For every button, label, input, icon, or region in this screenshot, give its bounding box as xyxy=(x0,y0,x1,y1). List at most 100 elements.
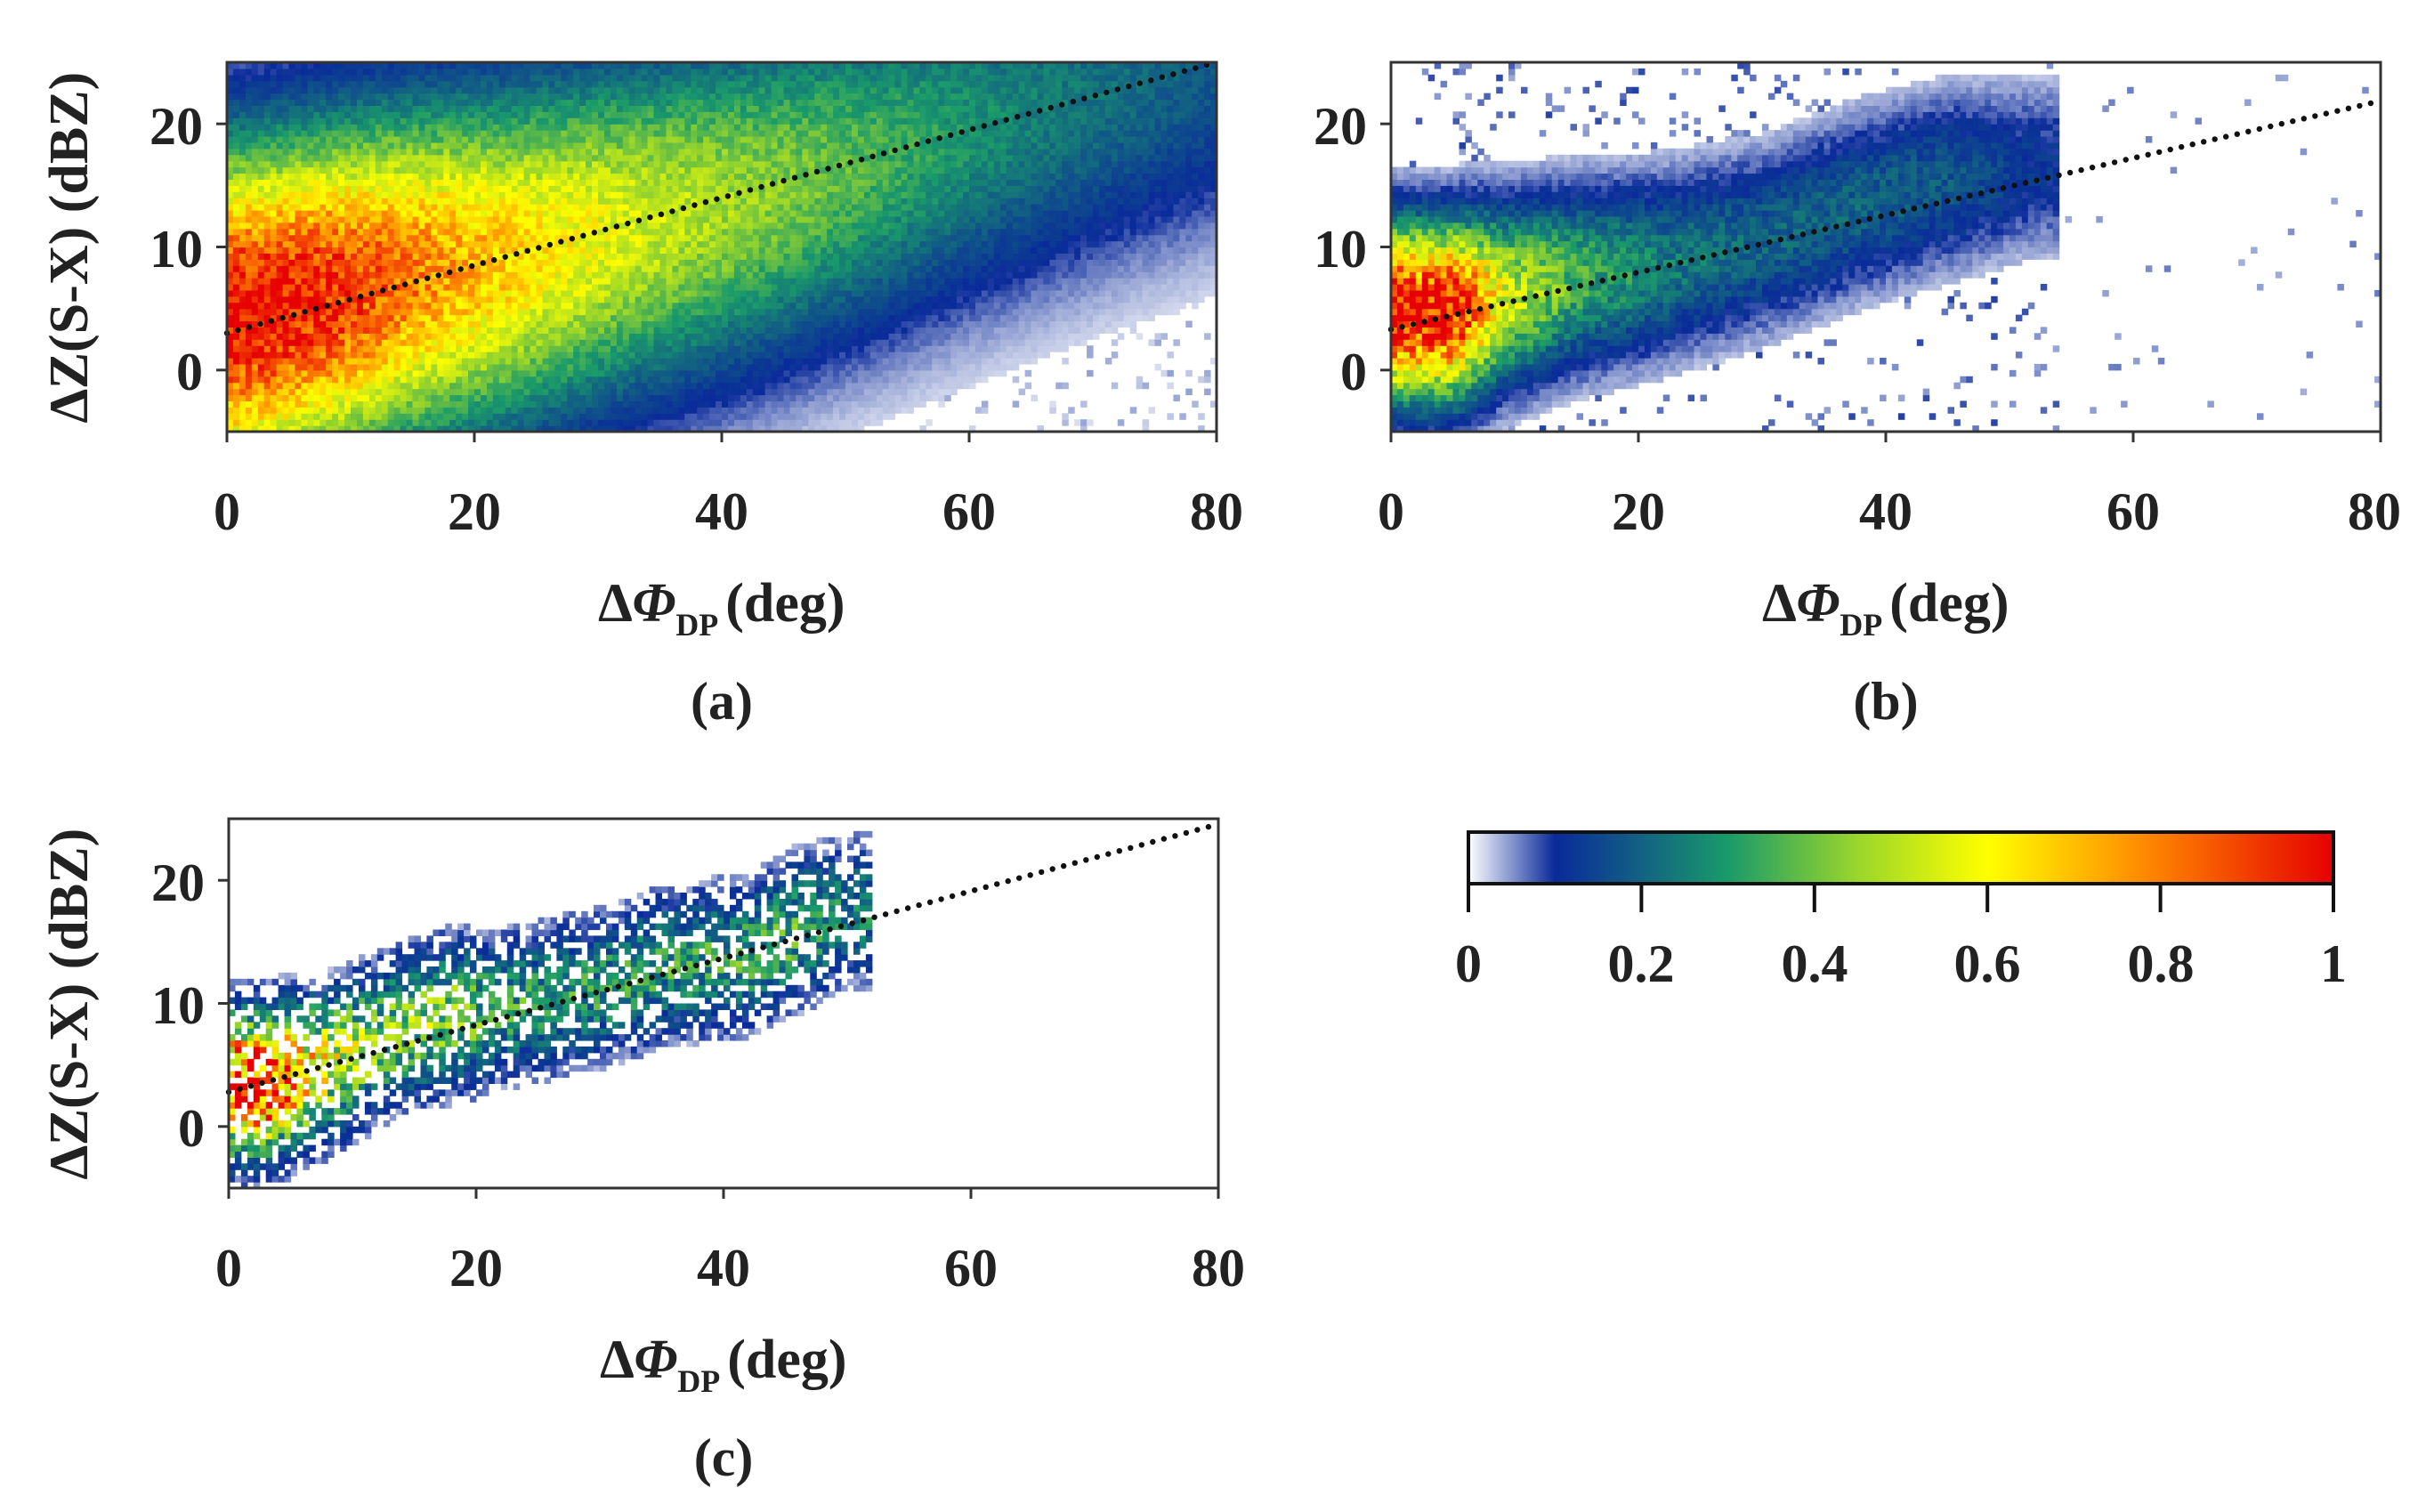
heatmap-cell xyxy=(616,62,624,69)
heatmap-cell xyxy=(239,284,247,291)
heatmap-cell xyxy=(232,320,240,327)
heatmap-cell xyxy=(716,68,723,76)
heatmap-cell xyxy=(554,191,562,198)
heatmap-cell xyxy=(276,352,284,359)
heatmap-cell xyxy=(406,363,414,371)
heatmap-cell xyxy=(592,148,599,156)
heatmap-cell xyxy=(610,86,618,94)
heatmap-cell xyxy=(691,228,698,236)
heatmap-cell xyxy=(728,388,735,396)
heatmap-cell xyxy=(536,388,543,396)
heatmap-cell xyxy=(709,99,716,106)
heatmap-cell xyxy=(437,320,444,327)
heatmap-cell xyxy=(616,136,624,143)
heatmap-cell xyxy=(456,148,463,156)
heatmap-cell xyxy=(604,278,611,285)
heatmap-cell xyxy=(227,284,234,291)
heatmap-cell xyxy=(492,425,500,433)
heatmap-cell xyxy=(579,289,586,297)
heatmap-cell xyxy=(276,327,284,334)
heatmap-cell xyxy=(344,160,352,168)
heatmap-cell xyxy=(462,302,469,310)
heatmap-cell xyxy=(672,179,679,186)
heatmap-cell xyxy=(728,314,735,322)
heatmap-cell xyxy=(703,400,710,408)
heatmap-cell xyxy=(486,333,494,340)
heatmap-cell xyxy=(449,148,457,156)
heatmap-cell xyxy=(598,234,605,242)
heatmap-cell xyxy=(653,80,660,88)
heatmap-cell xyxy=(554,228,562,236)
heatmap-cell xyxy=(362,259,370,266)
heatmap-cell xyxy=(344,68,352,76)
heatmap-cell xyxy=(387,271,395,279)
heatmap-cell xyxy=(239,333,247,340)
heatmap-cell xyxy=(282,160,290,168)
heatmap-cell xyxy=(586,210,593,217)
heatmap-cell xyxy=(604,363,611,371)
heatmap-cell xyxy=(332,363,339,371)
heatmap-cell xyxy=(362,376,370,384)
heatmap-cell xyxy=(326,259,333,266)
heatmap-cell xyxy=(733,93,741,101)
heatmap-cell xyxy=(437,234,444,242)
heatmap-cell xyxy=(561,222,568,230)
heatmap-cell xyxy=(449,278,457,285)
heatmap-cell xyxy=(351,130,358,137)
heatmap-cell xyxy=(628,284,636,291)
heatmap-cell xyxy=(326,358,333,365)
heatmap-cell xyxy=(567,388,574,396)
heatmap-cell xyxy=(548,320,555,327)
heatmap-cell xyxy=(523,339,531,346)
heatmap-cell xyxy=(548,93,555,101)
heatmap-cell xyxy=(628,289,636,297)
heatmap-cell xyxy=(406,80,414,88)
heatmap-cell xyxy=(610,240,618,248)
heatmap-cell xyxy=(387,247,395,254)
heatmap-cell xyxy=(406,345,414,352)
heatmap-cell xyxy=(653,191,660,198)
heatmap-cell xyxy=(672,407,679,414)
heatmap-cell xyxy=(598,179,605,186)
heatmap-cell xyxy=(232,425,240,433)
heatmap-cell xyxy=(586,86,593,94)
heatmap-cell xyxy=(232,222,240,230)
heatmap-cell xyxy=(523,198,531,205)
heatmap-cell xyxy=(486,358,494,365)
heatmap-cell xyxy=(641,130,649,137)
heatmap-cell xyxy=(468,124,475,131)
heatmap-cell xyxy=(666,99,673,106)
heatmap-cell xyxy=(733,124,741,131)
heatmap-cell xyxy=(733,308,741,316)
heatmap-cell xyxy=(301,136,308,143)
heatmap-cell xyxy=(425,179,432,186)
heatmap-cell xyxy=(653,295,660,303)
heatmap-cell xyxy=(357,314,364,322)
heatmap-cell xyxy=(678,198,685,205)
heatmap-cell xyxy=(456,141,463,150)
heatmap-cell xyxy=(313,345,320,352)
heatmap-cell xyxy=(270,278,278,285)
heatmap-cell xyxy=(462,259,469,266)
heatmap-cell xyxy=(227,179,234,186)
heatmap-cell xyxy=(474,111,481,118)
heatmap-cell xyxy=(703,222,710,230)
heatmap-cell xyxy=(733,271,741,279)
heatmap-cell xyxy=(486,179,494,186)
heatmap-cell xyxy=(393,154,401,162)
heatmap-cell xyxy=(319,160,327,168)
heatmap-cell xyxy=(542,278,549,285)
heatmap-cell xyxy=(468,74,475,82)
heatmap-cell xyxy=(357,369,364,377)
heatmap-cell xyxy=(486,376,494,384)
heatmap-cell xyxy=(716,308,723,316)
heatmap-cell xyxy=(622,400,630,408)
heatmap-cell xyxy=(536,320,543,327)
heatmap-cell xyxy=(641,369,649,377)
heatmap-cell xyxy=(456,130,463,137)
heatmap-cell xyxy=(326,166,333,174)
heatmap-cell xyxy=(511,136,519,143)
heatmap-cell xyxy=(288,358,295,365)
heatmap-cell xyxy=(505,388,513,396)
heatmap-cell xyxy=(351,136,358,143)
